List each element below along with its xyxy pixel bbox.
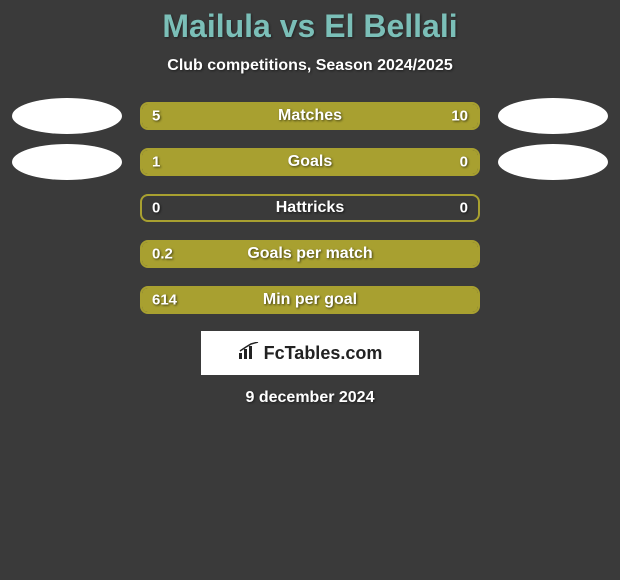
ellipse-spacer: [498, 190, 608, 226]
stat-label: Min per goal: [142, 291, 478, 309]
player-right-ellipse: [498, 98, 608, 134]
stat-label: Goals per match: [142, 245, 478, 263]
subtitle: Club competitions, Season 2024/2025: [0, 57, 620, 75]
player-left-ellipse: [12, 98, 122, 134]
stat-label: Matches: [142, 107, 478, 125]
logo-box: FcTables.com: [201, 331, 419, 375]
stat-row: 614Min per goal: [0, 277, 620, 323]
ellipse-spacer: [12, 190, 122, 226]
ellipse-spacer: [498, 236, 608, 272]
chart-icon: [238, 342, 260, 365]
stat-label: Hattricks: [142, 199, 478, 217]
stat-row: 10Goals: [0, 139, 620, 185]
stat-bar: 510Matches: [140, 102, 480, 130]
ellipse-spacer: [498, 282, 608, 318]
logo-text: FcTables.com: [264, 343, 383, 364]
comparison-chart: Mailula vs El Bellali Club competitions,…: [0, 0, 620, 407]
page-title: Mailula vs El Bellali: [0, 8, 620, 45]
stat-rows: 510Matches 10Goals 00Hattricks 0.2Goals per…: [0, 93, 620, 323]
stat-row: 0.2Goals per match: [0, 231, 620, 277]
stat-row: 00Hattricks: [0, 185, 620, 231]
ellipse-spacer: [12, 282, 122, 318]
date-label: 9 december 2024: [0, 389, 620, 407]
player-left-ellipse: [12, 144, 122, 180]
stat-bar: 10Goals: [140, 148, 480, 176]
stat-bar: 614Min per goal: [140, 286, 480, 314]
ellipse-spacer: [12, 236, 122, 272]
player-right-ellipse: [498, 144, 608, 180]
stat-bar: 00Hattricks: [140, 194, 480, 222]
stat-bar: 0.2Goals per match: [140, 240, 480, 268]
stat-row: 510Matches: [0, 93, 620, 139]
stat-label: Goals: [142, 153, 478, 171]
